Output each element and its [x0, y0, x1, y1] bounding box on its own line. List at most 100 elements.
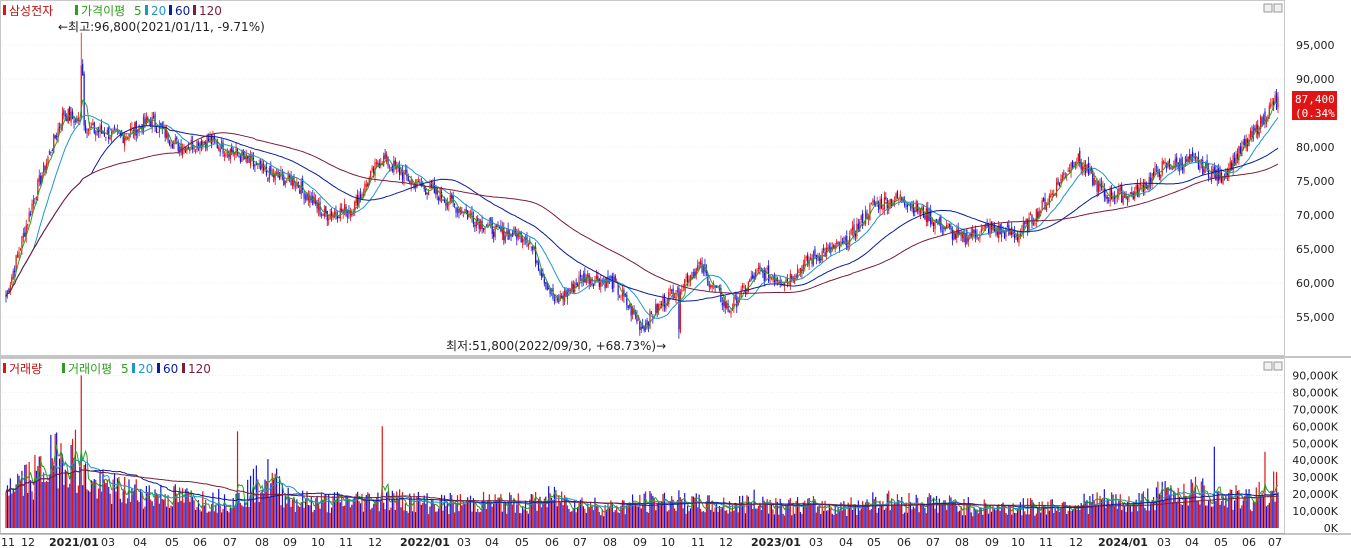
- volume-bar: [1151, 499, 1153, 528]
- volume-bar: [351, 504, 353, 528]
- volume-bar: [1174, 492, 1176, 528]
- volume-panel-controls[interactable]: [1263, 361, 1283, 371]
- price-panel-controls[interactable]: [1263, 3, 1283, 13]
- volume-bar: [1070, 510, 1072, 528]
- candle-body: [503, 227, 505, 240]
- candle-body: [103, 132, 106, 137]
- candle-body: [1260, 116, 1262, 130]
- maximize-icon[interactable]: [1273, 361, 1283, 371]
- volume-bar: [1167, 486, 1169, 528]
- volume-bar: [1262, 496, 1265, 528]
- candle-body: [86, 132, 88, 134]
- candle-body: [1022, 222, 1024, 234]
- volume-bar: [426, 493, 428, 528]
- candle-body: [880, 198, 883, 208]
- candle-body: [87, 128, 90, 131]
- volume-bar: [1137, 511, 1139, 528]
- volume-bar: [740, 502, 742, 528]
- candle-body: [1031, 215, 1033, 224]
- candle-body: [145, 116, 147, 125]
- volume-bar: [763, 500, 765, 528]
- candle-body: [757, 267, 760, 269]
- volume-bar: [480, 511, 482, 528]
- candle-body: [718, 287, 721, 291]
- volume-bar: [1024, 511, 1026, 528]
- volume-bar: [452, 502, 454, 528]
- volume-bar: [649, 490, 651, 528]
- volume-bar: [57, 488, 59, 528]
- volume-bar: [12, 489, 14, 528]
- volume-bar: [359, 503, 362, 528]
- minimize-icon[interactable]: [1263, 3, 1273, 13]
- volume-bar: [465, 501, 467, 528]
- candle-body: [399, 165, 401, 176]
- y-axis: 95,00090,00085,00080,00075,00070,00065,0…: [1292, 39, 1338, 535]
- volume-bar: [878, 507, 880, 528]
- volume-bar: [1165, 487, 1168, 528]
- minimize-icon[interactable]: [1263, 361, 1273, 371]
- volume-bar: [378, 511, 380, 528]
- candle-body: [1170, 167, 1172, 170]
- volume-bar: [1141, 493, 1143, 528]
- volume-bar: [328, 494, 330, 528]
- volume-bar: [472, 498, 475, 528]
- volume-bar: [135, 479, 137, 528]
- volume-bar: [526, 510, 528, 528]
- x-axis: 11 12 2021/01 03 04 05 06 07 08 09 10 11 12 2022/01 03…: [0, 533, 1351, 548]
- x-tick-label: 09: [985, 536, 999, 548]
- candle-body: [84, 125, 87, 132]
- volume-bar: [155, 492, 158, 528]
- candle-body: [741, 285, 744, 288]
- maximize-icon[interactable]: [1273, 3, 1283, 13]
- volume-bar: [132, 491, 134, 528]
- candle-body: [64, 114, 66, 117]
- candle-body: [439, 189, 441, 201]
- volume-bar: [307, 505, 310, 528]
- volume-bar: [495, 499, 498, 528]
- candle-body: [1261, 117, 1263, 125]
- volume-bar: [448, 514, 450, 528]
- volume-bar: [445, 505, 447, 528]
- volume-bar: [731, 504, 734, 528]
- volume-bar: [785, 505, 787, 528]
- volume-bar: [370, 509, 372, 528]
- volume-bar: [108, 486, 110, 528]
- volume-bar: [1058, 511, 1061, 528]
- volume-bar: [1022, 498, 1024, 528]
- candle-body: [371, 167, 373, 171]
- volume-bar: [280, 505, 282, 528]
- volume-tick-label: 60,000K: [1292, 420, 1338, 433]
- volume-bar: [775, 498, 777, 528]
- volume-bar: [1173, 490, 1175, 528]
- candle-body: [1019, 233, 1022, 236]
- volume-bar: [520, 513, 522, 528]
- candle-body: [899, 194, 901, 198]
- volume-bar: [546, 507, 548, 528]
- volume-bar: [825, 510, 828, 528]
- candle-body: [440, 192, 443, 199]
- candle-body: [231, 146, 233, 153]
- candle-body: [1038, 210, 1040, 218]
- legend-vma20: 20: [138, 362, 153, 376]
- price-panel[interactable]: [0, 0, 1285, 356]
- volume-bar: [708, 495, 710, 528]
- candle-body: [666, 304, 668, 306]
- x-tick-label: 05: [867, 536, 881, 548]
- candle-body: [176, 137, 178, 140]
- candle-body: [513, 227, 515, 236]
- volume-bar: [720, 508, 722, 528]
- candle-body: [1067, 170, 1069, 172]
- volume-bar: [724, 510, 726, 528]
- volume-bar: [718, 505, 721, 528]
- candle-body: [177, 141, 179, 152]
- candle-body: [300, 181, 302, 195]
- candle-body: [626, 294, 628, 306]
- volume-bar: [429, 506, 431, 528]
- volume-bar: [795, 500, 797, 528]
- volume-bar: [977, 513, 980, 528]
- candle-body: [1192, 151, 1194, 157]
- volume-bar: [493, 503, 495, 528]
- volume-bar: [672, 499, 674, 528]
- x-tick-label: 03: [809, 536, 823, 548]
